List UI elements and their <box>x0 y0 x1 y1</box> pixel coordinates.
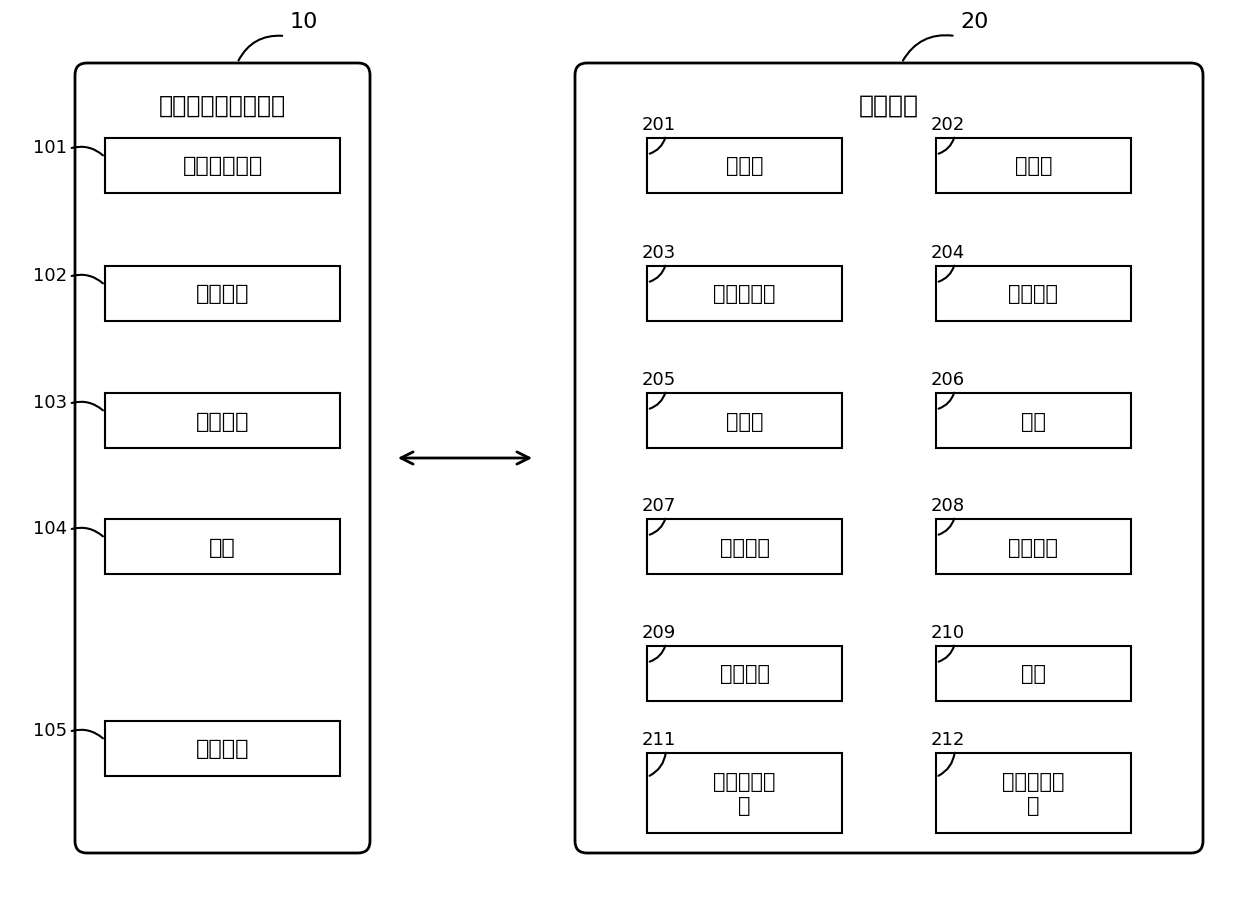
Text: 行车信息装
置: 行车信息装 置 <box>1002 772 1065 814</box>
Bar <box>105 267 340 322</box>
Text: 208: 208 <box>931 496 965 515</box>
Text: 固定座: 固定座 <box>725 157 764 177</box>
Text: 便携式汽车控制装置: 便携式汽车控制装置 <box>159 94 286 118</box>
Text: 门锁: 门锁 <box>1021 411 1047 431</box>
Text: 电源: 电源 <box>1021 664 1047 684</box>
Text: 10: 10 <box>290 12 319 32</box>
Text: 控制单元: 控制单元 <box>196 411 249 431</box>
FancyBboxPatch shape <box>575 64 1203 853</box>
Bar <box>647 753 842 833</box>
Text: 接口: 接口 <box>210 537 236 557</box>
Text: 通信单元: 通信单元 <box>719 537 770 557</box>
Text: 切换按键: 切换按键 <box>196 739 249 759</box>
Text: 212: 212 <box>931 731 965 748</box>
Bar <box>647 267 842 322</box>
Text: 201: 201 <box>642 116 676 134</box>
Text: 207: 207 <box>642 496 676 515</box>
Text: 驱动器: 驱动器 <box>725 411 764 431</box>
Text: 前挡风玻璃: 前挡风玻璃 <box>713 284 776 304</box>
Text: 206: 206 <box>931 371 965 389</box>
Bar <box>936 138 1131 194</box>
Text: 投影机: 投影机 <box>1014 157 1053 177</box>
Bar <box>647 519 842 574</box>
Bar <box>105 138 340 194</box>
Bar <box>936 646 1131 701</box>
Text: 204: 204 <box>931 244 965 261</box>
Bar <box>105 722 340 776</box>
Text: 209: 209 <box>642 623 676 641</box>
Text: 103: 103 <box>33 394 67 411</box>
Text: 105: 105 <box>33 721 67 739</box>
Text: 调光薄膜: 调光薄膜 <box>1008 284 1059 304</box>
Text: 211: 211 <box>642 731 676 748</box>
Bar <box>105 394 340 448</box>
Text: 202: 202 <box>931 116 965 134</box>
Text: 通信单元: 通信单元 <box>196 284 249 304</box>
Text: 101: 101 <box>33 138 67 157</box>
Bar <box>105 519 340 574</box>
Text: 102: 102 <box>33 266 67 284</box>
Text: 20: 20 <box>961 12 988 32</box>
Text: 203: 203 <box>642 244 676 261</box>
Bar <box>936 519 1131 574</box>
Text: 205: 205 <box>642 371 676 389</box>
Bar <box>936 394 1131 448</box>
Bar <box>936 753 1131 833</box>
Bar <box>647 646 842 701</box>
Text: 存储单元: 存储单元 <box>1008 537 1059 557</box>
Bar <box>936 267 1131 322</box>
Text: 坐高测量装
置: 坐高测量装 置 <box>713 772 776 814</box>
FancyBboxPatch shape <box>74 64 370 853</box>
Text: 处理单元: 处理单元 <box>719 664 770 684</box>
Text: 汽车装置: 汽车装置 <box>859 94 919 118</box>
Text: 210: 210 <box>931 623 965 641</box>
Bar <box>647 138 842 194</box>
Text: 信息获取单元: 信息获取单元 <box>182 157 263 177</box>
Text: 104: 104 <box>33 519 67 537</box>
Bar <box>647 394 842 448</box>
